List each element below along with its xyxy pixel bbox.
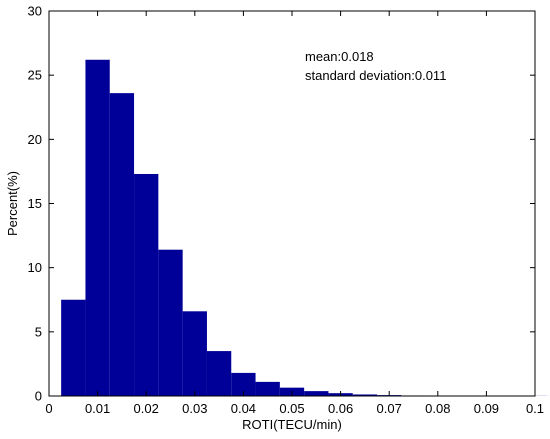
x-tick-label: 0.08	[425, 401, 450, 416]
y-tick-label: 20	[28, 132, 42, 147]
annotation-mean: mean:0.018	[305, 49, 374, 64]
x-axis-ticks: 0 0.01 0.02 0.03 0.04 0.05 0.06 0.07 0.08 0.09 0.1	[45, 11, 544, 416]
y-tick-label: 5	[35, 324, 42, 339]
histogram-bar	[61, 299, 86, 396]
x-tick-label: 0.07	[377, 401, 402, 416]
y-axis-ticks: 0 5 10 15 20 25 30	[28, 4, 535, 404]
y-axis-label: Percent(%)	[5, 171, 20, 236]
annotation-std: standard deviation:0.011	[305, 68, 446, 83]
histogram-bar	[182, 311, 207, 396]
histogram-bar	[158, 249, 183, 396]
histogram-bar	[352, 394, 378, 396]
bars-group	[61, 59, 548, 397]
y-tick-label: 0	[35, 389, 42, 404]
x-tick-label: 0.02	[134, 401, 159, 416]
histogram-bar	[255, 381, 280, 396]
y-tick-label: 30	[28, 4, 42, 19]
y-tick-label: 25	[28, 68, 42, 83]
x-tick-label: 0	[45, 401, 52, 416]
x-tick-label: 0.1	[526, 401, 544, 416]
x-tick-label: 0.01	[85, 401, 110, 416]
y-tick-label: 15	[28, 196, 42, 211]
histogram-bar	[304, 391, 329, 396]
histogram-bar	[109, 93, 135, 396]
x-tick-label: 0.04	[231, 401, 256, 416]
histogram-bar	[206, 351, 232, 396]
histogram-bar	[85, 59, 110, 397]
x-tick-label: 0.09	[474, 401, 499, 416]
x-tick-label: 0.06	[328, 401, 353, 416]
histogram-bar	[231, 372, 256, 396]
x-tick-label: 0.05	[279, 401, 304, 416]
histogram-bar	[134, 173, 159, 396]
x-tick-label: 0.03	[182, 401, 207, 416]
y-tick-label: 10	[28, 260, 42, 275]
x-axis-label: ROTI(TECU/min)	[242, 417, 342, 432]
